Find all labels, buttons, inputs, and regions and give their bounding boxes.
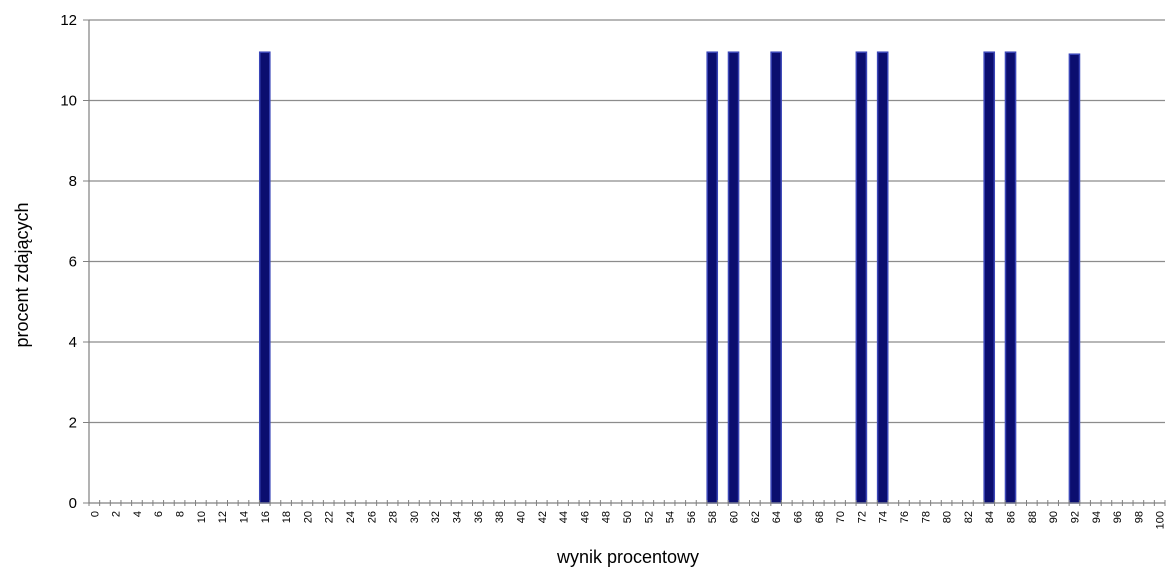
x-tick-label: 82: [963, 511, 975, 523]
y-axis-title: procent zdających: [12, 202, 32, 347]
x-tick-label: 16: [260, 511, 272, 523]
x-tick-label: 58: [707, 511, 719, 523]
x-tick-label: 24: [345, 511, 357, 523]
axes: [83, 19, 1166, 506]
x-tick-label: 70: [835, 511, 847, 523]
x-tick-label: 88: [1027, 511, 1039, 523]
x-tick-label: 84: [984, 511, 996, 523]
x-tick-label: 80: [942, 511, 954, 523]
x-tick-label: 12: [217, 511, 229, 523]
x-tick-label: 20: [302, 511, 314, 523]
bar: [1004, 51, 1017, 504]
x-tick-label: 2: [111, 511, 123, 517]
x-tick-label: 4: [132, 511, 144, 517]
x-axis-title: wynik procentowy: [556, 547, 699, 567]
x-tick-label: 0: [89, 511, 101, 517]
x-tick-label: 100: [1155, 511, 1167, 529]
y-tick-label: 6: [69, 254, 77, 271]
y-tick-label: 2: [69, 415, 77, 432]
x-tick-label: 26: [366, 511, 378, 523]
bar: [876, 51, 889, 504]
x-tick-label: 96: [1112, 511, 1124, 523]
x-tick-label: 28: [388, 511, 400, 523]
x-tick-label: 64: [771, 511, 783, 523]
x-tick-label: 92: [1069, 511, 1081, 523]
bars: [258, 51, 1081, 504]
x-tick-label: 6: [153, 511, 165, 517]
x-tick-label: 90: [1048, 511, 1060, 523]
gridlines: [89, 19, 1165, 424]
bar: [855, 51, 868, 504]
bar: [727, 51, 740, 504]
x-tick-label: 34: [452, 511, 464, 523]
x-tick-label: 56: [686, 511, 698, 523]
x-tick-label: 62: [750, 511, 762, 523]
x-tick-label: 46: [579, 511, 591, 523]
x-tick-label: 72: [856, 511, 868, 523]
bar: [1068, 53, 1081, 504]
x-tick-label: 32: [430, 511, 442, 523]
bar: [258, 51, 271, 504]
x-tick-label: 54: [665, 511, 677, 523]
x-tick-label: 40: [515, 511, 527, 523]
x-tick-label: 36: [473, 511, 485, 523]
x-tick-label: 86: [1006, 511, 1018, 523]
bar: [770, 51, 782, 504]
x-tick-label: 18: [281, 511, 293, 523]
x-tick-label: 60: [729, 511, 741, 523]
x-tick-label: 10: [196, 511, 208, 523]
y-tick-label: 4: [69, 334, 77, 351]
x-tick-label: 14: [238, 511, 250, 523]
x-tick-label: 48: [601, 511, 613, 523]
x-tick-label: 66: [792, 511, 804, 523]
x-tick-label: 50: [622, 511, 634, 523]
x-tick-label: 94: [1091, 511, 1103, 523]
x-tick-label: 68: [814, 511, 826, 523]
y-tick-label: 10: [60, 93, 77, 110]
x-tick-label: 52: [643, 511, 655, 523]
y-tick-label: 12: [60, 12, 77, 29]
bar: [706, 51, 719, 504]
x-tick-label: 38: [494, 511, 506, 523]
bar: [983, 51, 996, 504]
x-tick-label: 44: [558, 511, 570, 523]
x-tick-label: 42: [537, 511, 549, 523]
x-tick-label: 78: [920, 511, 932, 523]
x-tick-label: 74: [878, 511, 890, 523]
x-tick-label: 8: [175, 511, 187, 517]
y-tick-label: 8: [69, 173, 77, 190]
x-tick-label: 30: [409, 511, 421, 523]
x-tick-label: 22: [324, 511, 336, 523]
y-tick-label: 0: [69, 495, 77, 512]
x-tick-label: 76: [899, 511, 911, 523]
x-tick-label: 98: [1133, 511, 1145, 523]
